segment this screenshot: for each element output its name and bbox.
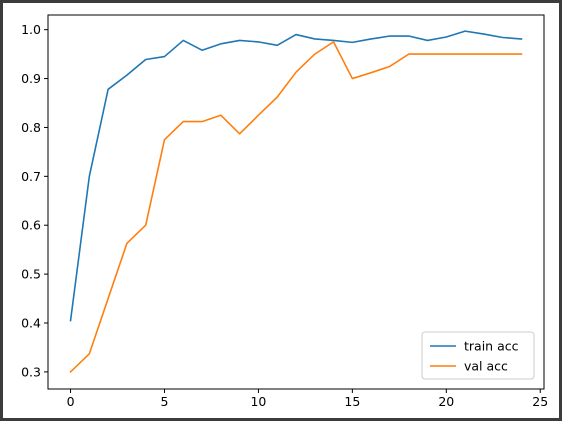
plot-frame <box>47 14 545 390</box>
y-tick-label: 0.4 <box>21 316 41 331</box>
y-tick-label: 0.7 <box>21 169 41 184</box>
legend-label: val acc <box>464 359 508 374</box>
line-chart: 0 5 10 15 20 25 0.3 0.4 0.5 0.6 0.7 0.8 0.9 1.0 trai… <box>21 14 548 409</box>
x-axis: 0 5 10 15 20 25 <box>67 389 548 409</box>
y-tick-label: 0.5 <box>21 267 41 282</box>
legend-box <box>421 331 535 380</box>
series-line-val-acc <box>69 41 523 374</box>
x-tick-label: 5 <box>161 394 169 409</box>
chart-figure: 0 5 10 15 20 25 0.3 0.4 0.5 0.6 0.7 0.8 0.9 1.0 trai… <box>3 3 559 418</box>
y-tick-label: 0.3 <box>21 364 41 379</box>
y-tick-label: 0.9 <box>21 71 41 86</box>
series-line-train-acc <box>69 30 523 322</box>
x-tick-label: 20 <box>438 394 454 409</box>
y-tick-label: 0.8 <box>21 120 41 135</box>
x-tick-label: 15 <box>344 394 360 409</box>
y-tick-label: 0.6 <box>21 218 41 233</box>
x-tick-label: 0 <box>67 394 75 409</box>
x-tick-label: 25 <box>532 394 548 409</box>
y-tick-label: 1.0 <box>21 22 41 37</box>
plot-area <box>47 14 545 390</box>
x-tick-label: 10 <box>250 394 266 409</box>
legend-label: train acc <box>464 339 519 354</box>
legend: train acc val acc <box>421 331 535 380</box>
y-axis: 0.3 0.4 0.5 0.6 0.7 0.8 0.9 1.0 <box>21 22 48 379</box>
